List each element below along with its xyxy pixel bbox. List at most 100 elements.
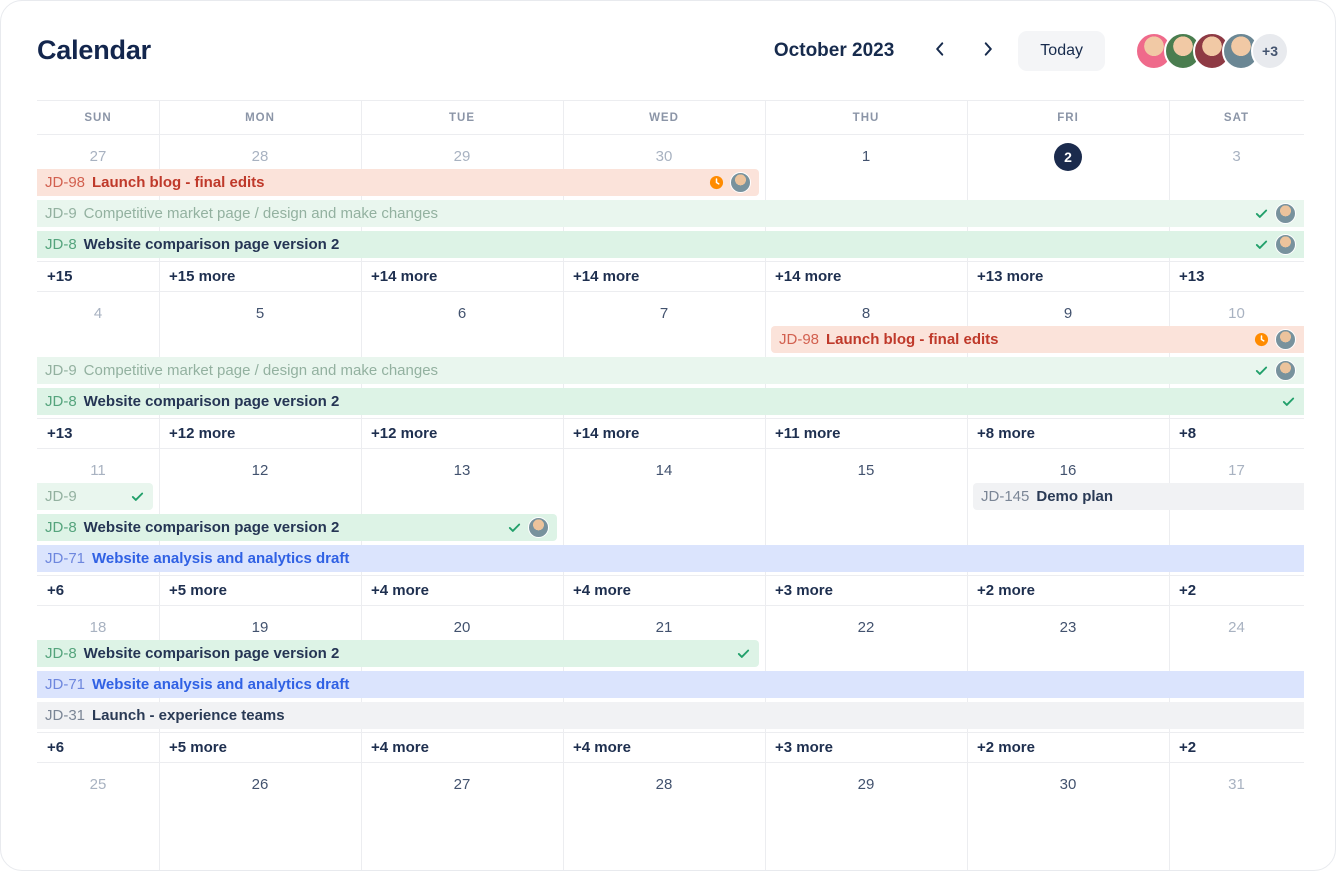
more-events-link[interactable]: +4 more [371,739,429,756]
more-events-link[interactable]: +14 more [371,268,438,285]
more-events-link[interactable]: +14 more [775,268,842,285]
date-cell[interactable]: 29 [453,148,471,165]
date-cell[interactable]: 5 [255,305,265,322]
more-events-link[interactable]: +4 more [573,739,631,756]
event-title: Website comparison page version 2 [83,236,340,253]
event-jd-9[interactable]: JD-9 Competitive market page / design and… [37,357,1304,384]
more-events-link[interactable]: +2 [1179,582,1197,599]
date-cell[interactable]: 22 [857,619,875,636]
more-events-link[interactable]: +3 more [775,739,833,756]
date-cell[interactable]: 28 [251,148,269,165]
date-cell[interactable]: 4 [93,305,103,322]
date-cell[interactable]: 21 [655,619,673,636]
date-cell[interactable]: 28 [655,776,673,793]
calendar-grid: SUN MON TUE WED THU FRI SAT 27 28 29 30 1 2 3 JD-98 La… [37,100,1304,870]
day-header-fri: FRI [1057,111,1079,124]
date-cell[interactable]: 10 [1228,305,1245,322]
more-events-link[interactable]: +13 more [977,268,1044,285]
date-cell[interactable]: 11 [90,462,106,479]
assignee-avatar [1275,234,1296,255]
event-jd-98[interactable]: JD-98 Launch blog - final edits [37,169,759,196]
date-cell[interactable]: 6 [457,305,467,322]
date-cell[interactable]: 26 [251,776,269,793]
more-events-link[interactable]: +8 [1179,425,1197,442]
today-button[interactable]: Today [1018,30,1105,71]
more-events-link[interactable]: +4 more [371,582,429,599]
avatar-overflow-badge[interactable]: +3 [1251,31,1289,70]
event-jd-71[interactable]: JD-71 Website analysis and analytics draf… [37,545,1304,572]
date-cell[interactable]: 29 [857,776,875,793]
event-jd-9[interactable]: JD-9 [37,483,153,510]
date-cell[interactable]: 23 [1059,619,1077,636]
date-cell[interactable]: 19 [251,619,269,636]
more-events-link[interactable]: +2 more [977,739,1035,756]
event-jd-8[interactable]: JD-8 Website comparison page version 2 [37,231,1304,258]
date-cell[interactable]: 16 [1059,462,1077,479]
more-events-link[interactable]: +13 [1179,268,1205,285]
date-cell[interactable]: 1 [861,148,871,165]
date-cell[interactable]: 3 [1232,148,1241,165]
chevron-left-icon [931,40,949,61]
more-events-link[interactable]: +4 more [573,582,631,599]
column-divider [159,101,160,134]
next-month-button[interactable] [970,33,1006,69]
date-cell[interactable]: 17 [1228,462,1245,479]
date-cell[interactable]: 18 [89,619,107,636]
event-jd-8[interactable]: JD-8 Website comparison page version 2 [37,640,759,667]
more-events-link[interactable]: +2 [1179,739,1197,756]
date-cell[interactable]: 31 [1228,776,1245,793]
check-icon [736,646,751,661]
more-events-link[interactable]: +3 more [775,582,833,599]
date-cell[interactable]: 15 [857,462,875,479]
event-jd-31[interactable]: JD-31 Launch - experience teams [37,702,1304,729]
more-events-link[interactable]: +2 more [977,582,1035,599]
date-cell[interactable]: 7 [659,305,669,322]
column-divider [1169,449,1170,605]
column-divider [967,763,968,870]
date-cell[interactable]: 24 [1228,619,1245,636]
event-jd-9[interactable]: JD-9 Competitive market page / design and… [37,200,1304,227]
date-cell[interactable]: 30 [655,148,673,165]
date-cell[interactable]: 9 [1063,305,1073,322]
date-cell[interactable]: 2 [967,143,1169,171]
date-cell[interactable]: 12 [251,462,269,479]
check-icon [1254,206,1269,221]
assignee-avatar [528,517,549,538]
more-events-link[interactable]: +12 more [371,425,438,442]
date-cell[interactable]: 27 [89,148,107,165]
date-cell[interactable]: 8 [861,305,871,322]
day-header-mon: MON [245,111,275,124]
event-title: Launch blog - final edits [826,331,999,348]
day-header-tue: TUE [449,111,475,124]
more-events-link[interactable]: +11 more [775,425,841,442]
date-cell[interactable]: 13 [453,462,471,479]
event-jd-8[interactable]: JD-8 Website comparison page version 2 [37,388,1304,415]
more-events-link[interactable]: +5 more [169,739,227,756]
event-jd-145[interactable]: JD-145 Demo plan [973,483,1304,510]
more-events-link[interactable]: +15 more [169,268,236,285]
more-events-link[interactable]: +6 [47,582,65,599]
more-events-link[interactable]: +14 more [573,425,640,442]
prev-month-button[interactable] [922,33,958,69]
event-key: JD-71 [45,550,86,567]
event-jd-98[interactable]: JD-98 Launch blog - final edits [771,326,1304,353]
date-cell[interactable]: 25 [89,776,107,793]
clock-icon [709,175,724,190]
date-cell[interactable]: 27 [453,776,471,793]
more-events-link[interactable]: +12 more [169,425,236,442]
more-row: +13 +12 more +12 more +14 more +11 more +8 mo… [37,418,1304,448]
event-key: JD-145 [981,488,1030,505]
date-cell[interactable]: 20 [453,619,471,636]
more-events-link[interactable]: +5 more [169,582,227,599]
event-title: Launch - experience teams [92,707,285,724]
event-jd-71[interactable]: JD-71 Website analysis and analytics draf… [37,671,1304,698]
date-cell[interactable]: 30 [1059,776,1077,793]
event-jd-8[interactable]: JD-8 Website comparison page version 2 [37,514,557,541]
more-events-link[interactable]: +6 [47,739,65,756]
more-events-link[interactable]: +8 more [977,425,1035,442]
date-cell[interactable]: 14 [655,462,673,479]
more-events-link[interactable]: +14 more [573,268,640,285]
event-key: JD-9 [45,488,77,505]
more-events-link[interactable]: +13 [47,425,73,442]
more-events-link[interactable]: +15 [47,268,73,285]
